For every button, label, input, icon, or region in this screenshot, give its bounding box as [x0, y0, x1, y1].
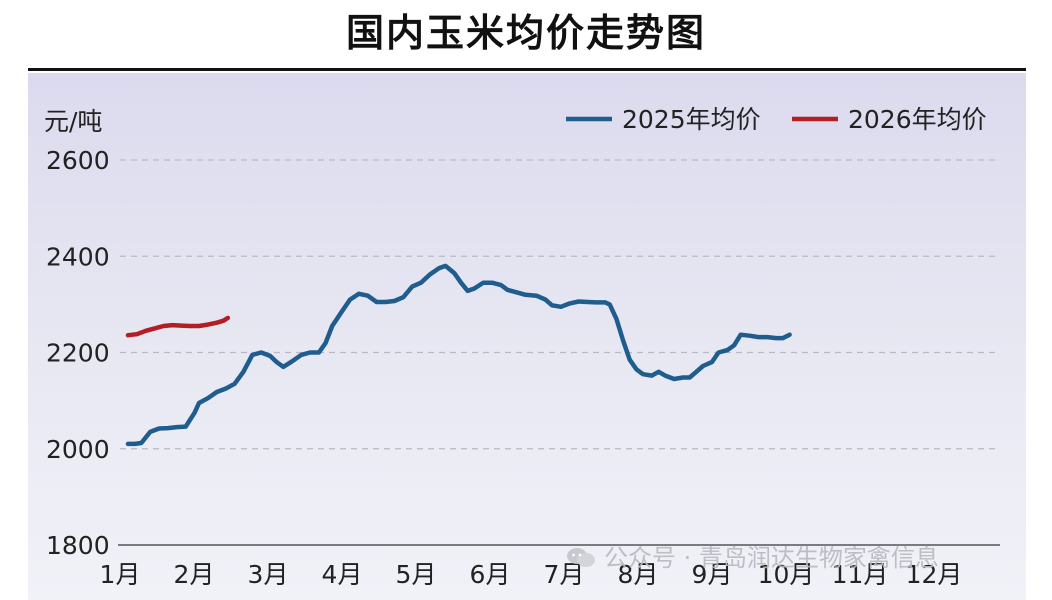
watermark-text: 公众号 · 青岛润达生物家禽信息	[604, 544, 939, 572]
wechat-icon	[567, 548, 595, 567]
watermark: 公众号 · 青岛润达生物家禽信息	[566, 538, 939, 573]
y-tick-label: 2600	[46, 146, 110, 175]
x-tick-label: 3月	[248, 560, 289, 589]
legend: 2025年均价 2026年均价	[566, 105, 987, 134]
x-tick-label: 10月	[758, 560, 815, 589]
x-tick-label: 6月	[470, 560, 511, 589]
series-line-1	[125, 263, 792, 447]
y-tick-label: 2200	[46, 339, 110, 368]
legend-label: 2025年均价	[622, 105, 761, 134]
y-tick-label: 1800	[46, 531, 110, 560]
x-tick-label: 1月	[100, 560, 141, 589]
chart-title: 国内玉米均价走势图	[345, 11, 706, 55]
x-tick-label: 12月	[906, 560, 963, 589]
axes: 1800 2000 2200 2400 2600 元/吨 1月 2月 3月 4月 5月 6月 7月 8月 9…	[44, 107, 1000, 589]
legend-label: 2026年均价	[848, 105, 987, 134]
y-tick-label: 2400	[46, 242, 110, 271]
x-tick-label: 9月	[692, 560, 733, 589]
x-tick-label: 4月	[322, 560, 363, 589]
x-tick-label: 11月	[832, 560, 889, 589]
plot-panel	[28, 73, 1026, 600]
series-lines	[125, 263, 792, 447]
y-axis-label: 元/吨	[44, 107, 102, 136]
x-tick-label: 8月	[618, 560, 659, 589]
title-rule	[28, 68, 1026, 71]
x-tick-label: 2月	[174, 560, 215, 589]
x-tick-label: 7月	[544, 560, 585, 589]
x-tick-label: 5月	[396, 560, 437, 589]
series-line-2	[125, 315, 231, 338]
y-tick-label: 2000	[46, 435, 110, 464]
